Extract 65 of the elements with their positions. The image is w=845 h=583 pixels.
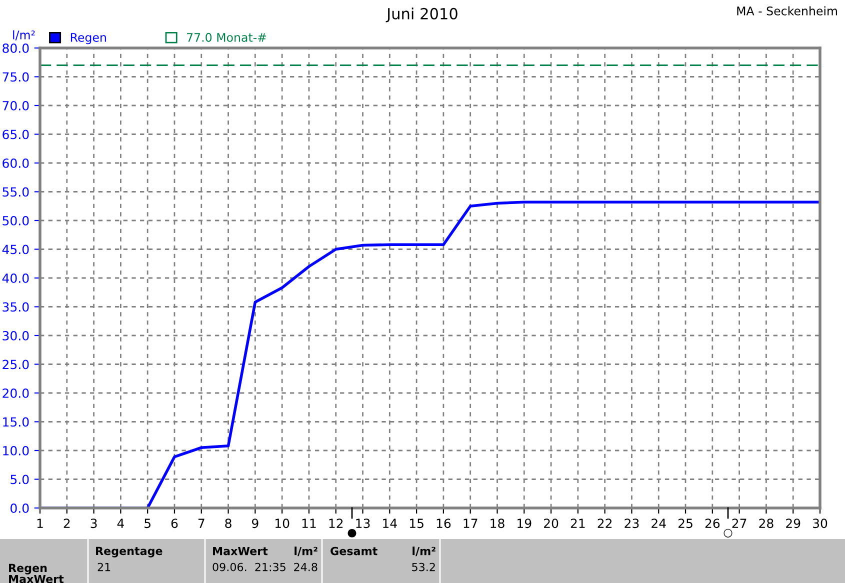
- y-tick-label: 30.0: [2, 330, 29, 340]
- y-tick-label: 40.0: [2, 273, 29, 283]
- x-tick-label: 7: [198, 518, 204, 528]
- x-tick-label: 27: [732, 518, 746, 528]
- y-tick-label: 25.0: [2, 360, 29, 370]
- x-tick-label: 2: [64, 518, 70, 528]
- text: Regen: [9, 564, 47, 574]
- y-tick-label: 10.0: [3, 446, 29, 456]
- x-tick-label: 16: [436, 518, 451, 528]
- x-tick-label: 30: [813, 518, 828, 528]
- text: 09.06. 21:35: [212, 562, 286, 572]
- y-tick-label: 50.0: [2, 216, 29, 226]
- text: MaxWert: [213, 546, 268, 556]
- y-tick-label: 80.0: [2, 43, 29, 53]
- x-tick-label: 22: [598, 518, 612, 528]
- x-tick-label: 25: [678, 518, 692, 528]
- y-tick-label: 5.0: [10, 474, 29, 484]
- x-tick-label: 12: [329, 518, 343, 528]
- x-tick-label: 15: [410, 518, 424, 528]
- text: Regentage: [96, 546, 162, 558]
- x-tick-label: 26: [705, 518, 720, 528]
- text: 24.8: [294, 562, 318, 572]
- y-tick-label: 60.0: [2, 158, 29, 168]
- x-tick-label: 11: [302, 518, 316, 528]
- x-tick-label: 24: [652, 518, 666, 528]
- x-tick-label: 5: [144, 518, 150, 528]
- text: 21: [98, 562, 110, 572]
- text: MaxWert: [9, 574, 64, 583]
- y-tick-label: 65.0: [2, 130, 29, 140]
- y-tick-label: 15.0: [3, 417, 29, 427]
- x-tick-label: 6: [171, 518, 178, 528]
- x-tick-label: 3: [90, 518, 97, 528]
- y-axis-title: l/m²: [13, 30, 35, 40]
- text: l/m²: [294, 546, 318, 556]
- text: Gesamt: [330, 546, 378, 556]
- x-tick-label: 23: [624, 518, 639, 528]
- y-tick-label: 75.0: [2, 72, 29, 82]
- text: ○: [724, 528, 732, 538]
- chart-subtitle: MA - Seckenheim: [737, 6, 837, 16]
- x-tick-label: 9: [252, 518, 258, 528]
- x-tick-label: 18: [490, 518, 504, 528]
- text: 53.2: [412, 562, 435, 572]
- legend-label: Regen: [70, 33, 106, 44]
- x-tick-label: 20: [544, 518, 558, 528]
- text: ●: [348, 528, 356, 538]
- x-tick-label: 14: [383, 518, 397, 528]
- x-tick-label: 19: [518, 518, 532, 528]
- y-tick-label: 45.0: [2, 244, 29, 254]
- x-tick-label: 10: [275, 518, 290, 528]
- x-tick-label: 28: [759, 518, 774, 528]
- x-tick-label: 1: [37, 518, 43, 528]
- chart-title: Juni 2010: [386, 8, 458, 22]
- x-tick-label: 17: [464, 518, 478, 528]
- y-tick-label: 70.0: [2, 100, 29, 110]
- y-tick-label: 35.0: [2, 302, 29, 312]
- x-tick-label: 13: [356, 518, 370, 528]
- y-tick-label: 0.0: [10, 503, 29, 513]
- x-tick-label: 29: [786, 518, 800, 528]
- y-tick-label: 20.0: [2, 388, 29, 398]
- x-tick-label: 8: [225, 518, 232, 528]
- legend-label: 77.0 Monat-#: [187, 32, 266, 42]
- y-tick-label: 55.0: [2, 187, 29, 197]
- text: l/m²: [412, 546, 436, 556]
- x-tick-label: 4: [117, 518, 124, 528]
- x-tick-label: 21: [570, 518, 585, 528]
